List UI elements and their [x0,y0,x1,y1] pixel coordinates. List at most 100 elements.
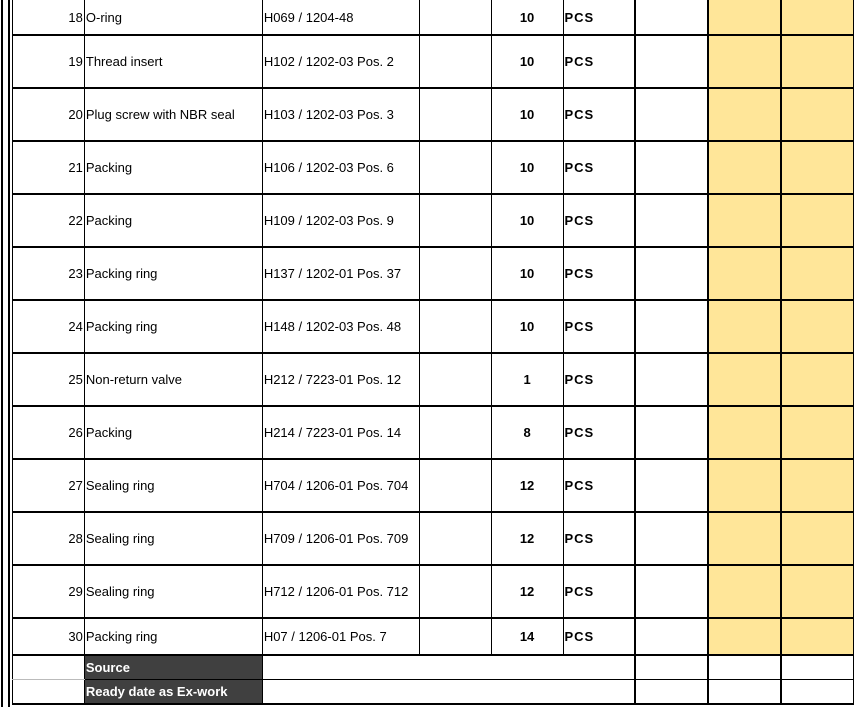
highlight-cell[interactable] [706,193,782,248]
cell-empty[interactable] [418,352,492,407]
highlight-cell[interactable] [779,352,854,407]
highlight-cell[interactable] [706,617,782,656]
item-quantity[interactable]: 10 [490,246,564,301]
row-number[interactable]: 24 [12,299,85,354]
cell-empty[interactable] [418,458,492,513]
item-description[interactable]: Packing [83,405,263,460]
item-description[interactable]: Packing ring [83,246,263,301]
item-reference[interactable]: H102 / 1202-03 Pos. 2 [261,34,420,89]
source-cell[interactable] [633,654,709,680]
item-reference[interactable]: H069 / 1204-48 [261,0,420,36]
cell-empty[interactable] [633,87,709,142]
highlight-cell[interactable] [706,511,782,566]
item-quantity[interactable]: 8 [490,405,564,460]
highlight-cell[interactable] [779,511,854,566]
item-quantity[interactable]: 10 [490,299,564,354]
cell-empty[interactable] [12,679,85,705]
source-cell[interactable] [779,654,854,680]
highlight-cell[interactable] [779,87,854,142]
row-number[interactable]: 21 [12,140,85,195]
highlight-cell[interactable] [706,405,782,460]
highlight-cell[interactable] [779,564,854,619]
highlight-cell[interactable] [779,405,854,460]
cell-empty[interactable] [418,140,492,195]
item-description[interactable]: Sealing ring [83,458,263,513]
item-reference[interactable]: H148 / 1202-03 Pos. 48 [261,299,420,354]
item-unit[interactable]: PCS [562,617,636,656]
highlight-cell[interactable] [706,34,782,89]
item-description[interactable]: Packing ring [83,617,263,656]
item-description[interactable]: Packing ring [83,299,263,354]
item-reference[interactable]: H07 / 1206-01 Pos. 7 [261,617,420,656]
highlight-cell[interactable] [706,0,782,36]
item-quantity[interactable]: 10 [490,0,564,36]
cell-empty[interactable] [418,246,492,301]
item-reference[interactable]: H106 / 1202-03 Pos. 6 [261,140,420,195]
item-reference[interactable]: H103 / 1202-03 Pos. 3 [261,87,420,142]
item-unit[interactable]: PCS [562,299,636,354]
cell-empty[interactable] [418,299,492,354]
item-quantity[interactable]: 1 [490,352,564,407]
cell-empty[interactable] [12,654,85,680]
highlight-cell[interactable] [706,458,782,513]
item-description[interactable]: Packing [83,193,263,248]
ready-date-cell[interactable] [706,678,782,705]
row-number[interactable]: 30 [12,617,85,656]
ready-date-value-cell[interactable] [261,678,636,705]
cell-empty[interactable] [418,511,492,566]
highlight-cell[interactable] [706,140,782,195]
row-number[interactable]: 27 [12,458,85,513]
row-number[interactable]: 22 [12,193,85,248]
item-description[interactable]: Packing [83,140,263,195]
item-reference[interactable]: H214 / 7223-01 Pos. 14 [261,405,420,460]
cell-empty[interactable] [418,617,492,656]
cell-empty[interactable] [418,564,492,619]
cell-empty[interactable] [633,458,709,513]
item-quantity[interactable]: 14 [490,617,564,656]
cell-empty[interactable] [418,405,492,460]
highlight-cell[interactable] [779,140,854,195]
row-number[interactable]: 26 [12,405,85,460]
item-description[interactable]: Non-return valve [83,352,263,407]
highlight-cell[interactable] [779,299,854,354]
cell-empty[interactable] [633,0,709,36]
highlight-cell[interactable] [706,246,782,301]
item-description[interactable]: Sealing ring [83,511,263,566]
row-number[interactable]: 20 [12,87,85,142]
cell-empty[interactable] [418,0,492,36]
item-description[interactable]: Thread insert [83,34,263,89]
item-reference[interactable]: H709 / 1206-01 Pos. 709 [261,511,420,566]
item-quantity[interactable]: 10 [490,193,564,248]
highlight-cell[interactable] [779,617,854,656]
item-reference[interactable]: H109 / 1202-03 Pos. 9 [261,193,420,248]
item-description[interactable]: O-ring [83,0,263,36]
row-number[interactable]: 28 [12,511,85,566]
item-reference[interactable]: H704 / 1206-01 Pos. 704 [261,458,420,513]
cell-empty[interactable] [633,246,709,301]
cell-empty[interactable] [633,352,709,407]
row-number[interactable]: 19 [12,34,85,89]
item-unit[interactable]: PCS [562,246,636,301]
highlight-cell[interactable] [706,299,782,354]
highlight-cell[interactable] [779,246,854,301]
highlight-cell[interactable] [779,0,854,36]
item-quantity[interactable]: 12 [490,458,564,513]
cell-empty[interactable] [633,564,709,619]
cell-empty[interactable] [418,87,492,142]
highlight-cell[interactable] [779,34,854,89]
highlight-cell[interactable] [779,458,854,513]
cell-empty[interactable] [633,511,709,566]
cell-empty[interactable] [418,34,492,89]
item-quantity[interactable]: 10 [490,87,564,142]
cell-empty[interactable] [633,405,709,460]
row-number[interactable]: 18 [12,0,85,36]
highlight-cell[interactable] [779,193,854,248]
cell-empty[interactable] [633,193,709,248]
row-number[interactable]: 25 [12,352,85,407]
item-reference[interactable]: H137 / 1202-01 Pos. 37 [261,246,420,301]
item-unit[interactable]: PCS [562,140,636,195]
row-number[interactable]: 29 [12,564,85,619]
highlight-cell[interactable] [706,87,782,142]
item-unit[interactable]: PCS [562,352,636,407]
item-unit[interactable]: PCS [562,0,636,36]
